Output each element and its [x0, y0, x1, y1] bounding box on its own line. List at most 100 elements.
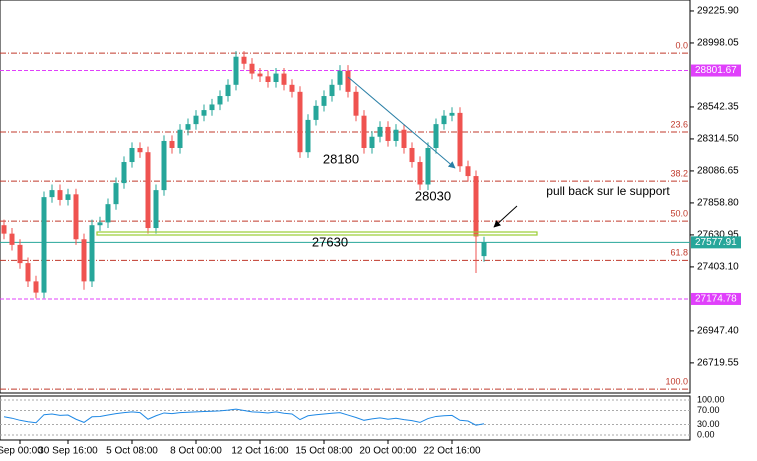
candle-body: [89, 225, 95, 282]
indicator-panel: [0, 395, 691, 441]
annotation: pull back sur le support: [546, 184, 670, 198]
candle-body: [417, 162, 423, 185]
support-zone: [96, 231, 538, 236]
y-tick-label: 27630.95: [697, 230, 739, 241]
candle-body: [345, 70, 351, 92]
candle-body: [289, 84, 295, 92]
price-badge-label: 27577.91: [695, 237, 737, 248]
indicator-line: [3, 408, 485, 426]
y-tick-label: 27858.80: [697, 198, 739, 209]
x-tick-label: Sep 00:00: [0, 446, 43, 457]
pointer-arrow: [493, 205, 518, 228]
candle-body: [425, 147, 431, 185]
candle-body: [233, 56, 239, 85]
candle-body: [225, 84, 231, 97]
candle-body: [25, 263, 31, 282]
candle-body: [121, 162, 127, 184]
fib-level-label: 38.2: [670, 169, 688, 179]
candle-body: [161, 140, 167, 191]
candle-body: [369, 136, 375, 148]
candle-body: [217, 96, 223, 105]
candle-body: [49, 190, 55, 198]
trend-arrow: [347, 76, 456, 169]
candle-body: [201, 110, 207, 116]
y-tick-label: 26719.55: [697, 358, 739, 369]
candle-body: [241, 56, 247, 64]
y-tick-label: 28998.05: [697, 38, 739, 49]
candle-body: [97, 222, 103, 226]
candle-body: [449, 112, 455, 116]
price-panel: [0, 0, 691, 394]
candle-body: [313, 105, 319, 120]
candle-body: [441, 115, 447, 125]
indicator-tick-label: 0.00: [697, 429, 715, 439]
candle-body: [281, 73, 287, 85]
candle-body: [9, 233, 15, 245]
candle-body: [353, 91, 359, 116]
price-badge: [691, 292, 741, 305]
fib-level-label: 23.6: [670, 119, 688, 129]
x-tick-label: 5 Oct 08:00: [106, 446, 158, 457]
annotation: 27630: [312, 234, 348, 249]
x-tick-label: 22 Oct 16:00: [423, 446, 481, 457]
candle-body: [273, 73, 279, 82]
indicator-tick-label: 70.00: [697, 405, 720, 415]
candle-body: [105, 204, 111, 223]
annotation: 28030: [415, 188, 451, 203]
x-tick-label: 15 Oct 08:00: [295, 446, 353, 457]
fib-level-label: 50.0: [670, 209, 688, 219]
candle-body: [385, 126, 391, 141]
candle-body: [465, 166, 471, 177]
candle-body: [393, 129, 399, 141]
candle-body: [1, 225, 7, 234]
candle-body: [297, 91, 303, 153]
indicator-tick-label: 100.00: [697, 394, 725, 404]
price-badge: [691, 236, 741, 249]
candle-body: [401, 129, 407, 148]
candle-body: [473, 176, 479, 237]
x-tick-label: 30 Sep 16:00: [38, 446, 98, 457]
candle-body: [33, 281, 39, 293]
candle-body: [65, 194, 71, 200]
candle-body: [249, 63, 255, 74]
candle-body: [265, 76, 271, 82]
candle-body: [41, 197, 47, 293]
y-tick-label: 29225.90: [697, 6, 739, 17]
candle-body: [329, 84, 335, 97]
x-tick-label: 8 Oct 00:00: [170, 446, 222, 457]
y-tick-label: 28542.35: [697, 102, 739, 113]
price-badge-label: 28801.67: [695, 65, 737, 76]
x-tick-label: 12 Oct 16:00: [231, 446, 289, 457]
candle-body: [129, 147, 135, 163]
candle-body: [377, 126, 383, 137]
annotation: 28180: [323, 151, 359, 166]
candle-body: [113, 183, 119, 205]
candle-body: [209, 104, 215, 111]
candle-body: [481, 242, 487, 257]
candle-body: [153, 190, 159, 229]
fib-level-label: 61.8: [670, 248, 688, 258]
indicator-tick-label: 30.00: [697, 419, 720, 429]
candle-body: [361, 115, 367, 148]
fib-level-label: 100.0: [665, 376, 688, 386]
candle-body: [321, 96, 327, 106]
candle-body: [185, 124, 191, 130]
y-tick-label: 28086.65: [697, 166, 739, 177]
candle-body: [137, 147, 143, 153]
candle-body: [169, 140, 175, 148]
candle-body: [17, 244, 23, 264]
candle-body: [81, 239, 87, 282]
y-tick-label: 26947.40: [697, 326, 739, 337]
candle-body: [257, 73, 263, 77]
candle-body: [433, 124, 439, 148]
price-badge: [691, 64, 741, 77]
x-tick-label: 20 Oct 00:00: [359, 446, 417, 457]
candle-body: [177, 129, 183, 148]
fib-level-label: 0.0: [675, 40, 688, 50]
y-tick-label: 28314.50: [697, 134, 739, 145]
price-badge-label: 27174.78: [695, 294, 737, 305]
candle-body: [145, 152, 151, 229]
candle-body: [305, 119, 311, 153]
candle-body: [193, 115, 199, 125]
